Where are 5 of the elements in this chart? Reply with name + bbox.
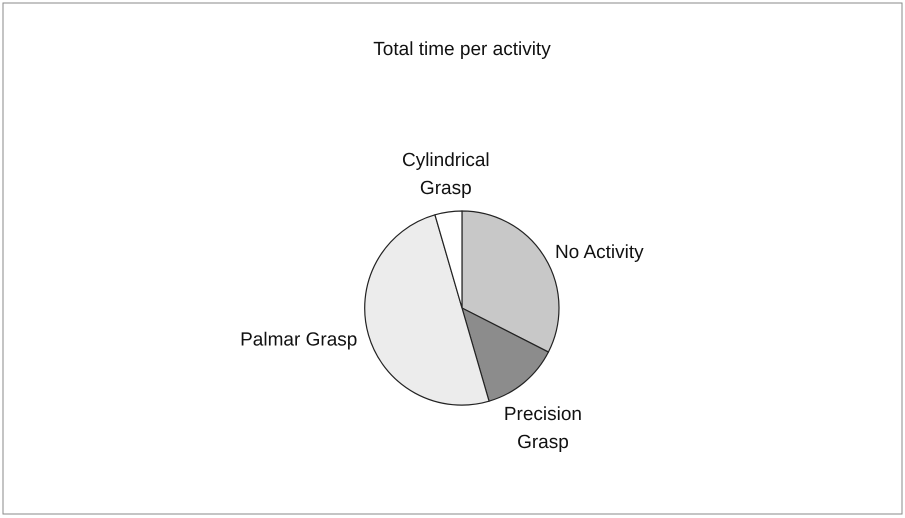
slice-label: Cylindrical Grasp xyxy=(402,150,490,200)
slice-label: Palmar Grasp xyxy=(240,329,358,350)
slice-label: Precision Grasp xyxy=(504,404,582,453)
chart-title: Total time per activity xyxy=(373,39,552,60)
slice-label: No Activity xyxy=(554,242,644,264)
